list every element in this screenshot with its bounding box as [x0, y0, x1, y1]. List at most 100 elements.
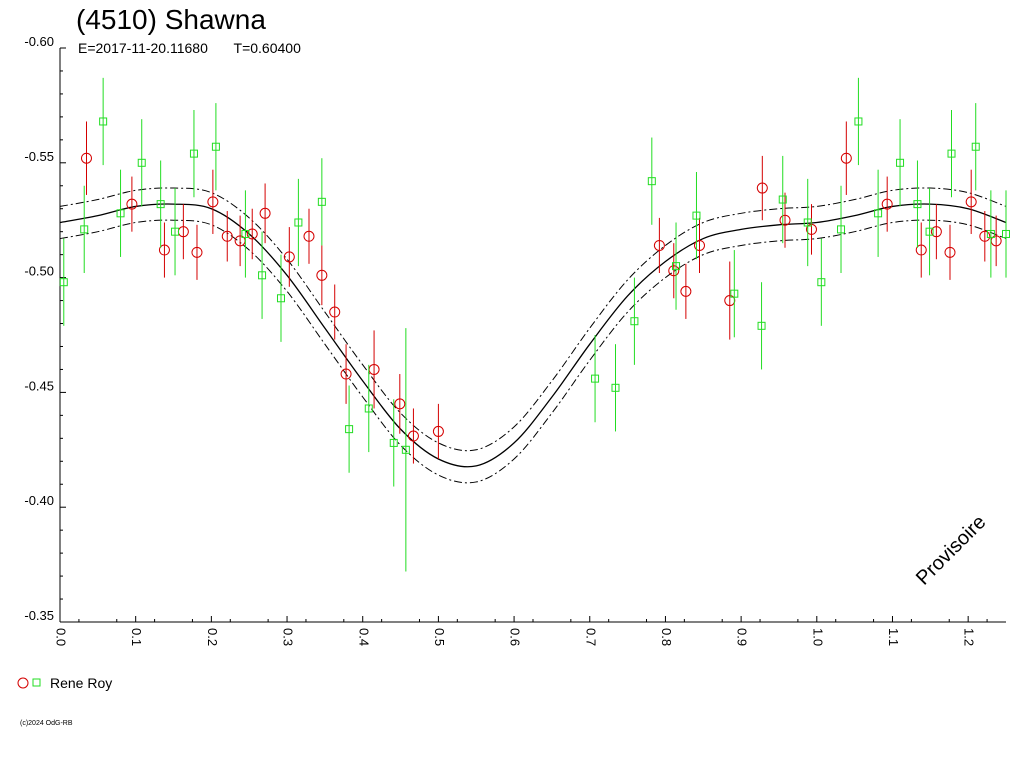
data-point-circle [944, 246, 956, 258]
fit-band-upper [59, 187, 1007, 452]
data-point-circle [653, 239, 665, 251]
chart-title: (4510) Shawna [76, 4, 266, 35]
data-point-square [986, 229, 995, 238]
y-tick-label: -0.45 [24, 378, 54, 393]
data-point-square [803, 218, 812, 227]
data-point-circle [316, 269, 328, 281]
data-point-circle [407, 430, 419, 442]
data-point-square [59, 278, 68, 287]
data-point-square [80, 225, 89, 234]
y-tick-label: -0.35 [24, 608, 54, 623]
data-point-square [757, 321, 766, 330]
data-point-circle [283, 251, 295, 263]
data-point-circle [965, 196, 977, 208]
data-point-square [591, 374, 600, 383]
data-point-circle [80, 152, 92, 164]
fit-curve-group [59, 187, 1007, 484]
data-point-square [611, 383, 620, 392]
data-point-square [137, 158, 146, 167]
data-point-square [817, 278, 826, 287]
legend-markers-icon [17, 677, 41, 689]
data-point-square [171, 227, 180, 236]
epoch-label: E=2017-11-20.11680 [78, 40, 208, 56]
data-point-square [345, 425, 354, 434]
data-point-circle [259, 207, 271, 219]
data-point-circle [693, 239, 705, 251]
data-point-square [389, 438, 398, 447]
data-point-circle [158, 244, 170, 256]
data-points-group [59, 77, 1010, 572]
data-point-square [730, 289, 739, 298]
data-point-square [294, 218, 303, 227]
data-point-square [778, 195, 787, 204]
data-point-circle [668, 265, 680, 277]
x-tick-label: 1.2 [962, 628, 977, 646]
fit-curve-line [59, 203, 1007, 468]
data-point-square [630, 317, 639, 326]
chart-subtitle: E=2017-11-20.11680 T=0.60400 [78, 40, 323, 56]
data-point-circle [779, 214, 791, 226]
data-point-square [99, 117, 108, 126]
x-tick-label: 1.1 [886, 628, 901, 646]
x-tick-label: 0.7 [583, 628, 598, 646]
x-tick-label: 0.6 [508, 628, 523, 646]
data-point-circle [881, 198, 893, 210]
data-point-square [258, 271, 267, 280]
data-point-square [156, 200, 165, 209]
data-point-circle [394, 398, 406, 410]
x-tick-label: 0.1 [129, 628, 144, 646]
data-point-circle [930, 226, 942, 238]
data-point-circle [329, 306, 341, 318]
chart-frame [59, 47, 1006, 623]
fit-band-lower [59, 219, 1007, 484]
data-point-circle [840, 152, 852, 164]
data-point-circle [191, 246, 203, 258]
x-tick-label: 0.2 [205, 628, 220, 646]
y-tick-label: -0.60 [24, 34, 54, 49]
data-point-circle [303, 230, 315, 242]
data-point-square [896, 158, 905, 167]
data-point-square [317, 197, 326, 206]
data-point-circle [432, 425, 444, 437]
data-point-square [913, 200, 922, 209]
data-point-circle [126, 198, 138, 210]
data-point-circle [340, 368, 352, 380]
data-point-square [854, 117, 863, 126]
data-point-square [837, 225, 846, 234]
data-point-square [276, 294, 285, 303]
legend: Rene Roy [16, 675, 112, 691]
data-point-square [971, 142, 980, 151]
data-point-square [874, 209, 883, 218]
data-point-square [211, 142, 220, 151]
tick-labels-group: -0.60 -0.55 -0.50 -0.45 -0.40 -0.350.0 0.1 0.2 0… [24, 34, 976, 646]
data-point-square [692, 211, 701, 220]
period-label: T=0.60400 [233, 40, 301, 56]
data-point-circle [979, 230, 991, 242]
data-point-circle [915, 244, 927, 256]
data-point-square [116, 209, 125, 218]
data-point-square [1002, 229, 1010, 238]
data-point-circle [756, 182, 768, 194]
data-point-square [241, 229, 250, 238]
data-point-square [364, 404, 373, 413]
y-tick-label: -0.40 [24, 493, 54, 508]
x-tick-label: 0.5 [432, 628, 447, 646]
data-point-square [672, 262, 681, 271]
data-point-circle [680, 285, 692, 297]
data-point-square [189, 149, 198, 158]
data-point-circle [221, 230, 233, 242]
data-point-square [401, 445, 410, 454]
y-tick-label: -0.50 [24, 264, 54, 279]
data-point-square [647, 177, 656, 186]
x-tick-label: 0.4 [356, 628, 371, 646]
x-tick-label: 0.8 [659, 628, 674, 646]
x-tick-label: 1.0 [810, 628, 825, 646]
y-tick-label: -0.55 [24, 149, 54, 164]
x-tick-label: 0.9 [735, 628, 750, 646]
data-point-square [925, 227, 934, 236]
data-point-circle [207, 196, 219, 208]
data-point-circle [246, 228, 258, 240]
x-tick-label: 0.3 [281, 628, 296, 646]
x-tick-label: 0.0 [54, 628, 69, 646]
